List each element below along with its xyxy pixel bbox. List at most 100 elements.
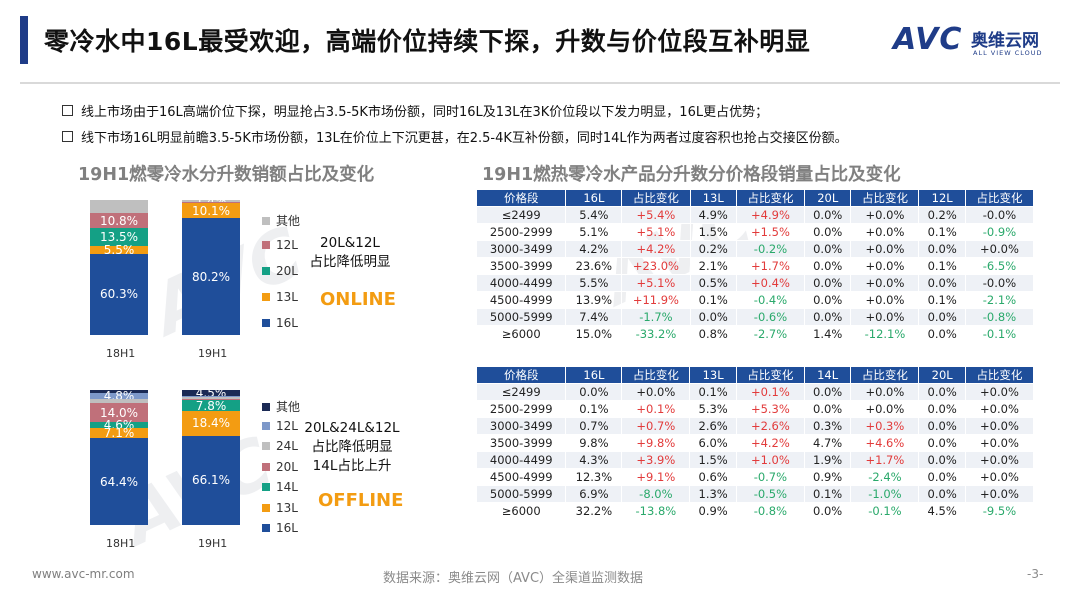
table-cell: -0.9%: [964, 223, 1035, 241]
column-header: 14L: [803, 366, 852, 384]
table-cell: 3500-3999: [475, 434, 567, 452]
table-cell: 32.2%: [565, 502, 623, 520]
table-row: 4500-4999 12.3% +9.1% 0.6% -0.7% 0.9% -2.4% 0.0…: [475, 468, 1035, 486]
table-row: 3000-3499 0.7% +0.7% 2.6% +2.6% 0.3% +0.3% 0.0%…: [475, 417, 1035, 435]
table-cell: 0.2%: [918, 206, 966, 224]
legend-label: 12L: [276, 418, 298, 433]
online-tag: ONLINE: [320, 289, 396, 310]
table-cell: +4.2%: [735, 434, 805, 452]
table-cell: 5.3%: [689, 400, 737, 418]
online-price-table: 价格段 16L 占比变化 13L 占比变化 20L 占比变化 12L 占比变化 ≤2499 5.4%…: [475, 189, 1035, 343]
table-cell: +0.0%: [964, 417, 1035, 435]
bar-segment: 4.8%: [90, 389, 148, 403]
table-cell: 0.1%: [918, 257, 966, 275]
table-cell: 4.7%: [803, 434, 852, 452]
table-cell: +4.9%: [735, 206, 805, 224]
table-row: ≥6000 32.2% -13.8% 0.9% -0.8% 0.0% -0.1% 4.5% -9…: [475, 502, 1035, 520]
bullet-text: 线下市场16L明显前瞻3.5-5K市场份额，13L在价位上下沉更甚，在2.5-4…: [81, 130, 848, 146]
table-cell: 1.9%: [803, 451, 852, 469]
legend-label: 13L: [276, 500, 298, 515]
table-cell: +0.0%: [850, 400, 920, 418]
legend-item: 12L: [262, 419, 298, 433]
table-cell: +0.4%: [735, 274, 805, 292]
bullet-list: 线上市场由于16L高端价位下探，明显抢占3.5-5K市场份额，同时16L及13L…: [62, 97, 848, 149]
table-cell: 2500-2999: [475, 223, 567, 241]
table-cell: ≤2499: [475, 206, 567, 224]
table-cell: 0.8%: [689, 325, 737, 343]
table-cell: 0.0%: [803, 257, 852, 275]
table-cell: 5.5%: [565, 274, 623, 292]
segment-label: 60.3%: [99, 287, 139, 302]
table-cell: 0.0%: [918, 308, 966, 326]
table-cell: 5.1%: [565, 223, 623, 241]
logo-cn-text: 奥维云网: [971, 31, 1039, 51]
segment-label: 14.0%: [99, 405, 139, 420]
table-cell: 1.5%: [689, 451, 737, 469]
table-cell: 0.0%: [918, 434, 966, 452]
table-cell: 4500-4999: [475, 291, 567, 309]
online-stacked-chart: 10.8% 13.5% 5.5% 60.3% 18H1 1.4% 10.1% 80.2% 19H…: [90, 194, 450, 370]
table-header-row: 价格段 16L 占比变化 13L 占比变化 20L 占比变化 12L 占比变化: [475, 189, 1035, 207]
table-cell: -1.0%: [850, 485, 920, 503]
bar-segment: 7.1%: [90, 426, 148, 440]
table-cell: 0.3%: [803, 417, 852, 435]
segment-label: 5.5%: [103, 242, 135, 257]
column-header: 价格段: [475, 189, 567, 207]
table-row: 2500-2999 0.1% +0.1% 5.3% +5.3% 0.0% +0.0% 0.0%…: [475, 400, 1035, 418]
table-cell: 15.0%: [565, 325, 623, 343]
table-cell: 1.4%: [803, 325, 852, 343]
legend-label: 16L: [276, 521, 298, 535]
table-cell: -33.2%: [621, 325, 691, 343]
legend-item: 16L: [262, 521, 298, 535]
bar-segment: 10.1%: [182, 203, 240, 219]
table-cell: +1.5%: [735, 223, 805, 241]
table-cell: 9.8%: [565, 434, 623, 452]
table-row: 4000-4499 4.3% +3.9% 1.5% +1.0% 1.9% +1.7% 0.0%…: [475, 451, 1035, 469]
bar-segment: 66.1%: [182, 435, 240, 525]
column-header: 占比变化: [964, 189, 1035, 207]
table-cell: +9.1%: [621, 468, 691, 486]
table-cell: 0.0%: [803, 274, 852, 292]
column-header: 16L: [565, 366, 623, 384]
table-cell: 0.0%: [918, 400, 966, 418]
table-cell: +0.7%: [621, 417, 691, 435]
legend-label: 16L: [276, 316, 298, 330]
online-note: 20L&12L 占比降低明显: [300, 234, 400, 272]
table-cell: +0.0%: [964, 485, 1035, 503]
table-cell: -1.7%: [621, 308, 691, 326]
left-section-title: 19H1燃零冷水分升数销额占比及变化: [78, 165, 375, 185]
table-cell: ≥6000: [475, 502, 567, 520]
table-cell: 0.1%: [918, 223, 966, 241]
table-cell: 4.3%: [565, 451, 623, 469]
table-cell: 0.7%: [565, 417, 623, 435]
column-header: 占比变化: [621, 366, 691, 384]
legend-item: 24L: [262, 439, 298, 453]
segment-label: 13.5%: [99, 230, 139, 245]
bar-segment: 60.3%: [90, 253, 148, 335]
table-cell: 0.0%: [803, 240, 852, 258]
table-row: ≤2499 0.0% +0.0% 0.1% +0.1% 0.0% +0.0% 0.0% +0.0…: [475, 383, 1035, 401]
table-cell: -0.8%: [735, 502, 805, 520]
table-cell: 4.2%: [565, 240, 623, 258]
legend-swatch: [262, 293, 270, 301]
bar-segment: [182, 396, 240, 398]
bar-segment: [182, 398, 240, 401]
table-row: 4500-4999 13.9% +11.9% 0.1% -0.4% 0.0% +0.0% 0.…: [475, 291, 1035, 309]
note-line: 14L占比上升: [312, 458, 392, 474]
table-cell: 4500-4999: [475, 468, 567, 486]
table-cell: 1.3%: [689, 485, 737, 503]
legend-item: 16L: [262, 316, 298, 330]
table-row: ≥6000 15.0% -33.2% 0.8% -2.7% 1.4% -12.1% 0.0% -…: [475, 325, 1035, 343]
table-cell: -0.6%: [735, 308, 805, 326]
square-bullet-icon: [62, 104, 73, 116]
bullet-item: 线上市场由于16L高端价位下探，明显抢占3.5-5K市场份额，同时16L及13L…: [62, 97, 848, 123]
segment-label: 80.2%: [191, 269, 231, 284]
column-header: 占比变化: [735, 189, 805, 207]
table-cell: +23.0%: [621, 257, 691, 275]
table-cell: 2500-2999: [475, 400, 567, 418]
table-cell: -9.5%: [964, 502, 1035, 520]
legend-item: 其他: [262, 398, 300, 415]
bar-segment: 80.2%: [182, 218, 240, 335]
offline-stacked-chart: 4.8% 14.0% 4.6% 7.1% 64.4% 18H1 4.5% 7.8% 18.4% 6…: [90, 386, 450, 560]
table-cell: 2.1%: [689, 257, 737, 275]
